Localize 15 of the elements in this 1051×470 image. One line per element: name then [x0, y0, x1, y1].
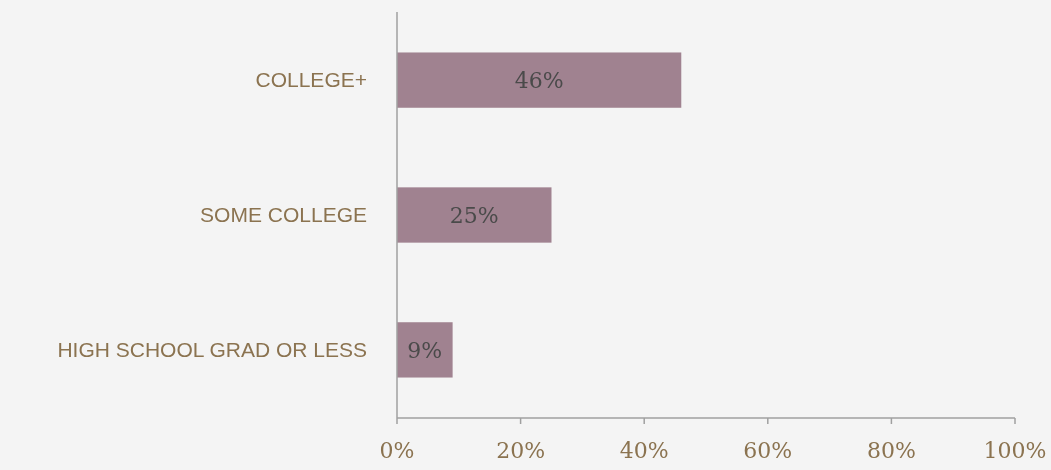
x-tick-label: 60%	[743, 438, 793, 463]
y-tick-label: SOME COLLEGE	[200, 203, 367, 227]
bar	[397, 322, 453, 378]
x-tick-label: 40%	[619, 438, 669, 463]
x-tick-label: 20%	[496, 438, 546, 463]
y-tick-label: HIGH SCHOOL GRAD OR LESS	[57, 338, 367, 362]
data-label: 9%	[407, 337, 443, 363]
x-tick-label: 100%	[983, 438, 1047, 463]
x-tick-label: 0%	[379, 438, 415, 463]
x-tick-label: 80%	[866, 438, 916, 463]
data-label: 25%	[449, 202, 499, 228]
y-tick-label: COLLEGE+	[255, 68, 367, 92]
bar	[397, 52, 682, 108]
data-label: 46%	[514, 67, 564, 93]
bar	[397, 187, 552, 243]
